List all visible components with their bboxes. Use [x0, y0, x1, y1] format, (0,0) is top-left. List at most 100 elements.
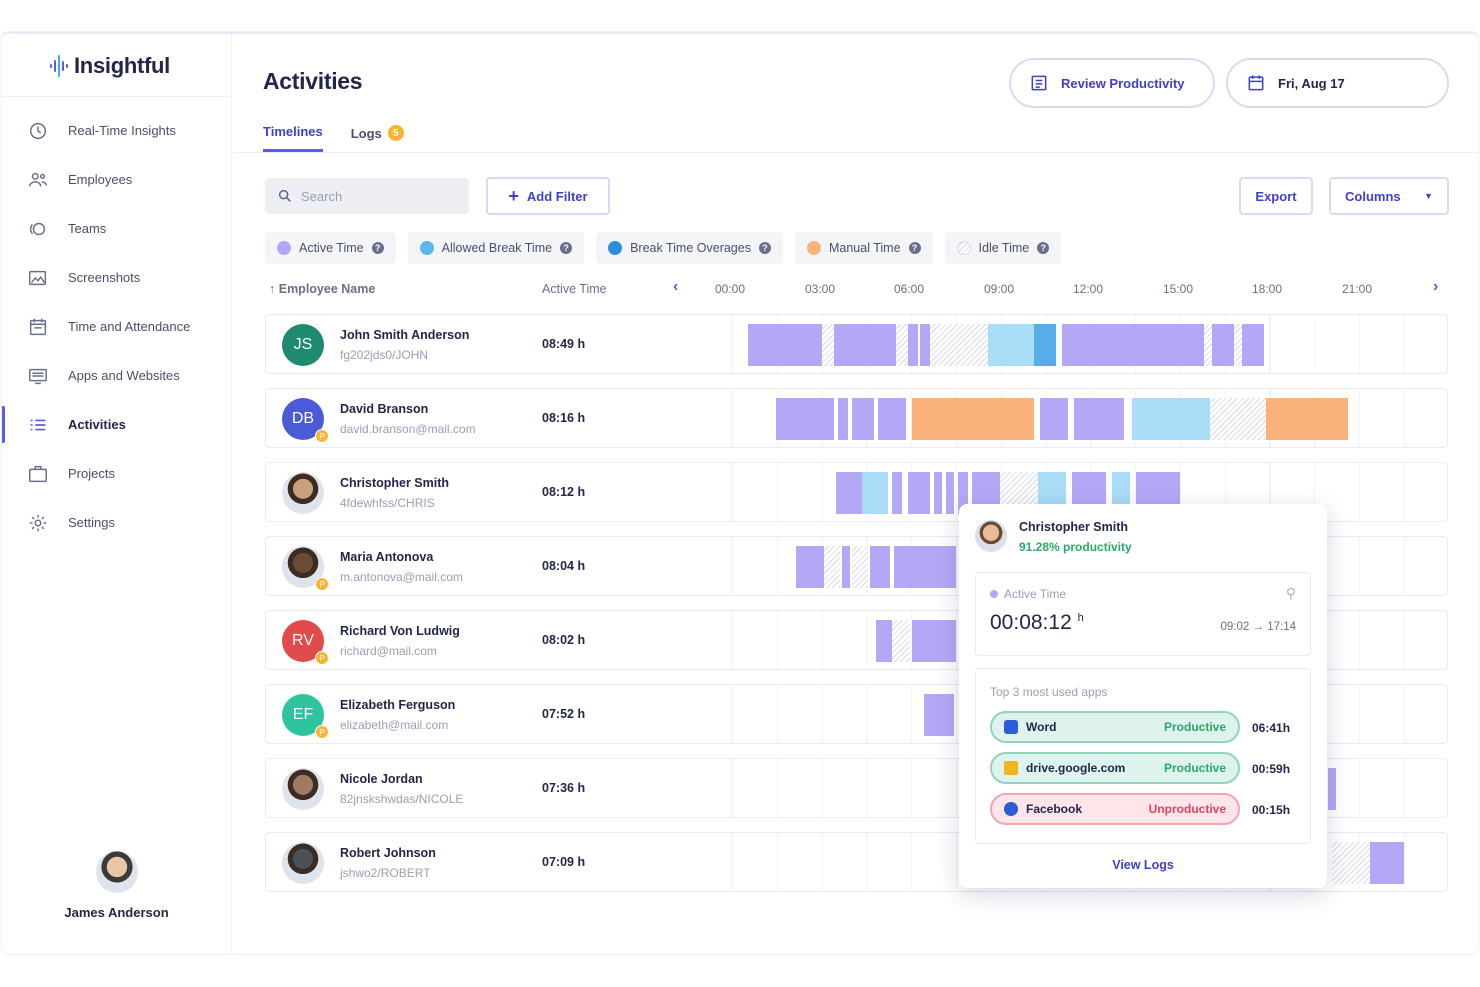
grid-line [1404, 537, 1405, 595]
timeline-segment-orange[interactable] [912, 398, 1034, 440]
timeline-segment-purple[interactable] [748, 324, 822, 366]
timeline-segment-purple[interactable] [894, 546, 956, 588]
timeline-segment-hatch[interactable] [1204, 324, 1212, 366]
table-row[interactable]: JS John Smith Anderson fg202jds0/JOHN 08:49… [265, 314, 1448, 374]
sidebar-item-apps-and-websites[interactable]: Apps and Websites [2, 351, 231, 400]
timeline-segment-purple[interactable] [946, 472, 954, 514]
timeline-segment-hatch[interactable] [852, 546, 868, 588]
active-time-header[interactable]: Active Time [542, 282, 607, 296]
timeline-segment-hatch[interactable] [822, 324, 834, 366]
sidebar-item-teams[interactable]: Teams [2, 204, 231, 253]
timeline-segment-hatch[interactable] [1234, 324, 1242, 366]
timeline-segment-purple[interactable] [796, 546, 824, 588]
view-logs-link[interactable]: View Logs [1112, 858, 1174, 872]
chevron-left-icon[interactable]: ‹ [673, 278, 679, 295]
help-icon[interactable]: ? [908, 242, 921, 254]
app-pill-facebook[interactable]: Facebook Unproductive [990, 793, 1240, 825]
timeline-segment-purple[interactable] [776, 398, 834, 440]
timeline[interactable] [732, 685, 1447, 743]
timeline-segment-purple[interactable] [1074, 398, 1124, 440]
timeline-segment-purple[interactable] [1040, 398, 1068, 440]
timeline[interactable] [732, 611, 1447, 669]
app-pill-word[interactable]: Word Productive [990, 711, 1240, 743]
timeline-segment-lblue[interactable] [1132, 398, 1210, 440]
legend-idle-time[interactable]: Idle Time? [944, 232, 1062, 264]
help-icon[interactable]: ? [560, 242, 573, 254]
timeline-segment-hatch[interactable] [1210, 398, 1266, 440]
timeline-segment-purple[interactable] [1328, 768, 1336, 810]
chevron-right-icon[interactable]: › [1433, 278, 1439, 295]
grid-line [911, 833, 913, 891]
legend-manual-time[interactable]: Manual Time? [794, 232, 933, 264]
timeline-segment-orange[interactable] [1266, 398, 1348, 440]
timeline-segment-lblue[interactable] [988, 324, 1034, 366]
timeline-segment-purple[interactable] [834, 324, 896, 366]
timeline-segment-hatch[interactable] [824, 546, 840, 588]
timeline-segment-purple[interactable] [1212, 324, 1234, 366]
search-input[interactable]: Search [265, 178, 469, 214]
timeline[interactable] [732, 833, 1447, 891]
timeline-segment-hatch[interactable] [930, 324, 988, 366]
active-time-value: 08:02 h [542, 633, 586, 647]
timeline-segment-purple[interactable] [924, 694, 954, 736]
timeline-segment-hatch[interactable] [896, 324, 908, 366]
timeline-segment-purple[interactable] [912, 620, 956, 662]
sidebar-item-projects[interactable]: Projects [2, 449, 231, 498]
pin-icon[interactable]: ⚲ [1285, 585, 1296, 601]
timeline-segment-purple[interactable] [1062, 324, 1204, 366]
tab-logs[interactable]: Logs 5 [351, 124, 404, 152]
timeline-segment-purple[interactable] [1136, 472, 1156, 514]
tab-timelines[interactable]: Timelines [263, 124, 323, 152]
timeline-segment-blue[interactable] [1034, 324, 1056, 366]
avatar [282, 768, 324, 810]
help-icon[interactable]: ? [371, 242, 384, 254]
add-filter-button[interactable]: + Add Filter [486, 177, 610, 215]
legend-allowed-break-time[interactable]: Allowed Break Time? [407, 232, 585, 264]
timeline-segment-purple[interactable] [908, 472, 930, 514]
timeline-segment-purple[interactable] [934, 472, 942, 514]
employee-detail-popup: Christopher Smith 91.28% productivity Ac… [959, 504, 1327, 888]
sidebar-item-real-time-insights[interactable]: Real-Time Insights [2, 106, 231, 155]
legend-break-time-overages[interactable]: Break Time Overages? [596, 232, 783, 264]
timeline-segment-purple[interactable] [838, 398, 848, 440]
date-picker-button[interactable]: Fri, Aug 17 [1226, 58, 1449, 108]
timeline-segment-hatch[interactable] [892, 620, 910, 662]
timeline-segment-purple[interactable] [870, 546, 890, 588]
timeline-segment-purple[interactable] [908, 324, 918, 366]
sidebar-item-settings[interactable]: Settings [2, 498, 231, 547]
table-row[interactable]: DB P David Branson david.branson@mail.com 08… [265, 388, 1448, 448]
timeline-segment-purple[interactable] [1242, 324, 1264, 366]
timeline-segment-purple[interactable] [1370, 842, 1404, 884]
grid-line [866, 833, 868, 891]
sidebar-nav: Real-Time Insights Employees Teams Scree… [2, 106, 231, 547]
timeline-segment-purple[interactable] [958, 472, 968, 514]
sidebar-item-employees[interactable]: Employees [2, 155, 231, 204]
timeline-segment-purple[interactable] [892, 472, 902, 514]
timeline-segment-purple[interactable] [920, 324, 930, 366]
timeline[interactable] [732, 389, 1447, 447]
timeline-segment-purple[interactable] [836, 472, 862, 514]
timeline-segment-purple[interactable] [876, 620, 892, 662]
current-user[interactable]: James Anderson [2, 851, 231, 920]
employee-name-header[interactable]: ↑ Employee Name [269, 282, 375, 296]
help-icon[interactable]: ? [758, 242, 771, 254]
timeline-segment-purple[interactable] [878, 398, 906, 440]
app-pill-google-drive[interactable]: drive.google.com Productive [990, 752, 1240, 784]
timeline-segment-purple[interactable] [842, 546, 850, 588]
table-row[interactable]: Christopher Smith 4fdewhfss/CHRIS 08:12 h [265, 462, 1448, 522]
legend-active-time[interactable]: Active Time? [265, 232, 396, 264]
sidebar-item-time-and-attendance[interactable]: Time and Attendance [2, 302, 231, 351]
export-button[interactable]: Export [1239, 177, 1313, 215]
columns-dropdown[interactable]: Columns ▼ [1329, 177, 1449, 215]
sidebar-item-screenshots[interactable]: Screenshots [2, 253, 231, 302]
review-productivity-button[interactable]: Review Productivity [1009, 58, 1215, 108]
logo[interactable]: Insightful [50, 52, 170, 80]
arrow-right-icon: → [1252, 621, 1265, 633]
timeline-segment-lblue[interactable] [1112, 472, 1130, 514]
timeline-segment-hatch[interactable] [1332, 842, 1370, 884]
timeline-segment-purple[interactable] [852, 398, 874, 440]
timeline-segment-lblue[interactable] [862, 472, 888, 514]
sidebar-item-activities[interactable]: Activities [2, 400, 231, 449]
timeline[interactable] [732, 315, 1447, 373]
help-icon[interactable]: ? [1037, 242, 1050, 254]
